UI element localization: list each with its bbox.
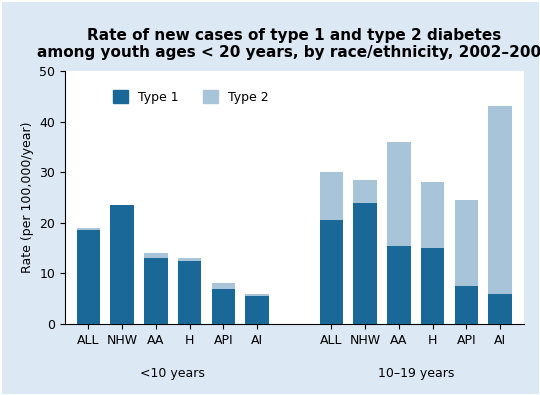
Bar — [178, 261, 201, 324]
Bar — [320, 220, 343, 324]
Bar — [387, 246, 411, 324]
Bar — [421, 248, 444, 324]
Bar — [144, 253, 168, 258]
Title: Rate of new cases of type 1 and type 2 diabetes
among youth ages < 20 years, by : Rate of new cases of type 1 and type 2 d… — [37, 28, 540, 60]
Bar — [212, 288, 235, 324]
Y-axis label: Rate (per 100,000/year): Rate (per 100,000/year) — [21, 122, 33, 273]
Legend: Type 1, Type 2: Type 1, Type 2 — [108, 85, 274, 109]
Bar — [77, 228, 100, 230]
Bar — [77, 230, 100, 324]
Bar — [387, 142, 411, 246]
Text: <10 years: <10 years — [140, 367, 205, 380]
Bar — [488, 107, 512, 293]
Text: 10–19 years: 10–19 years — [377, 367, 454, 380]
Bar — [488, 293, 512, 324]
Bar — [421, 182, 444, 248]
Bar — [245, 296, 269, 324]
Bar — [353, 180, 377, 203]
Bar — [212, 284, 235, 288]
Bar — [178, 258, 201, 261]
Bar — [245, 293, 269, 296]
Bar — [455, 286, 478, 324]
Bar — [455, 200, 478, 286]
Bar — [353, 203, 377, 324]
Bar — [144, 258, 168, 324]
Bar — [320, 172, 343, 220]
Bar — [110, 205, 134, 324]
